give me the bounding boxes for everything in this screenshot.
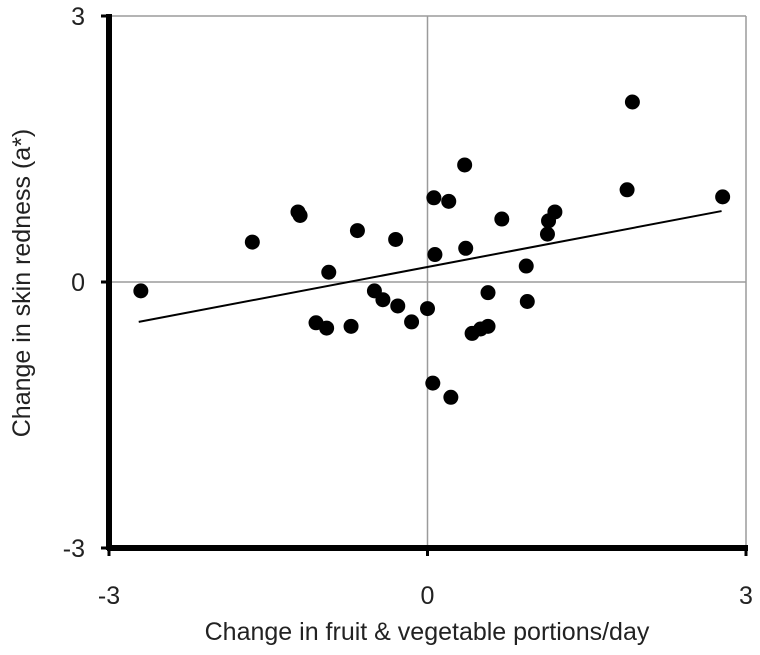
data-point — [494, 211, 510, 227]
data-point — [349, 223, 365, 239]
data-point — [292, 208, 308, 223]
data-point — [519, 294, 535, 310]
data-point — [425, 375, 441, 391]
data-point — [443, 389, 459, 405]
data-point — [457, 157, 473, 173]
data-point — [244, 234, 260, 250]
x-tick-label: -3 — [98, 582, 120, 610]
data-point — [518, 258, 534, 274]
data-point — [480, 285, 496, 301]
data-point — [426, 190, 442, 206]
y-tick-label: 3 — [71, 3, 85, 31]
tick-labels: -3 0 3 -3 0 3 — [63, 3, 753, 610]
y-tick-label: -3 — [63, 535, 85, 563]
y-axis-label: Change in skin redness (a*) — [8, 129, 36, 438]
data-point — [624, 94, 640, 110]
x-tick-label: 0 — [421, 582, 435, 610]
trendline-group — [138, 210, 722, 323]
data-points — [133, 94, 731, 405]
data-point — [715, 189, 731, 205]
data-point — [388, 231, 404, 247]
data-point — [319, 320, 335, 336]
data-point — [390, 298, 406, 314]
data-point — [539, 226, 555, 242]
data-point — [427, 247, 443, 263]
grid-lines — [109, 15, 747, 548]
x-tick-label: 3 — [739, 582, 753, 610]
data-point — [375, 292, 391, 308]
data-point — [547, 204, 563, 220]
trendline — [138, 210, 722, 323]
data-point — [420, 301, 435, 317]
data-point — [343, 318, 359, 334]
axes — [101, 14, 748, 556]
data-point — [321, 264, 337, 280]
x-axis-label: Change in fruit & vegetable portions/day — [205, 618, 650, 646]
data-point — [458, 240, 474, 256]
data-point — [133, 283, 149, 299]
data-point — [441, 193, 457, 209]
y-tick-label: 0 — [71, 269, 85, 297]
data-point — [619, 182, 635, 198]
data-point — [480, 318, 496, 334]
data-point — [404, 314, 420, 330]
